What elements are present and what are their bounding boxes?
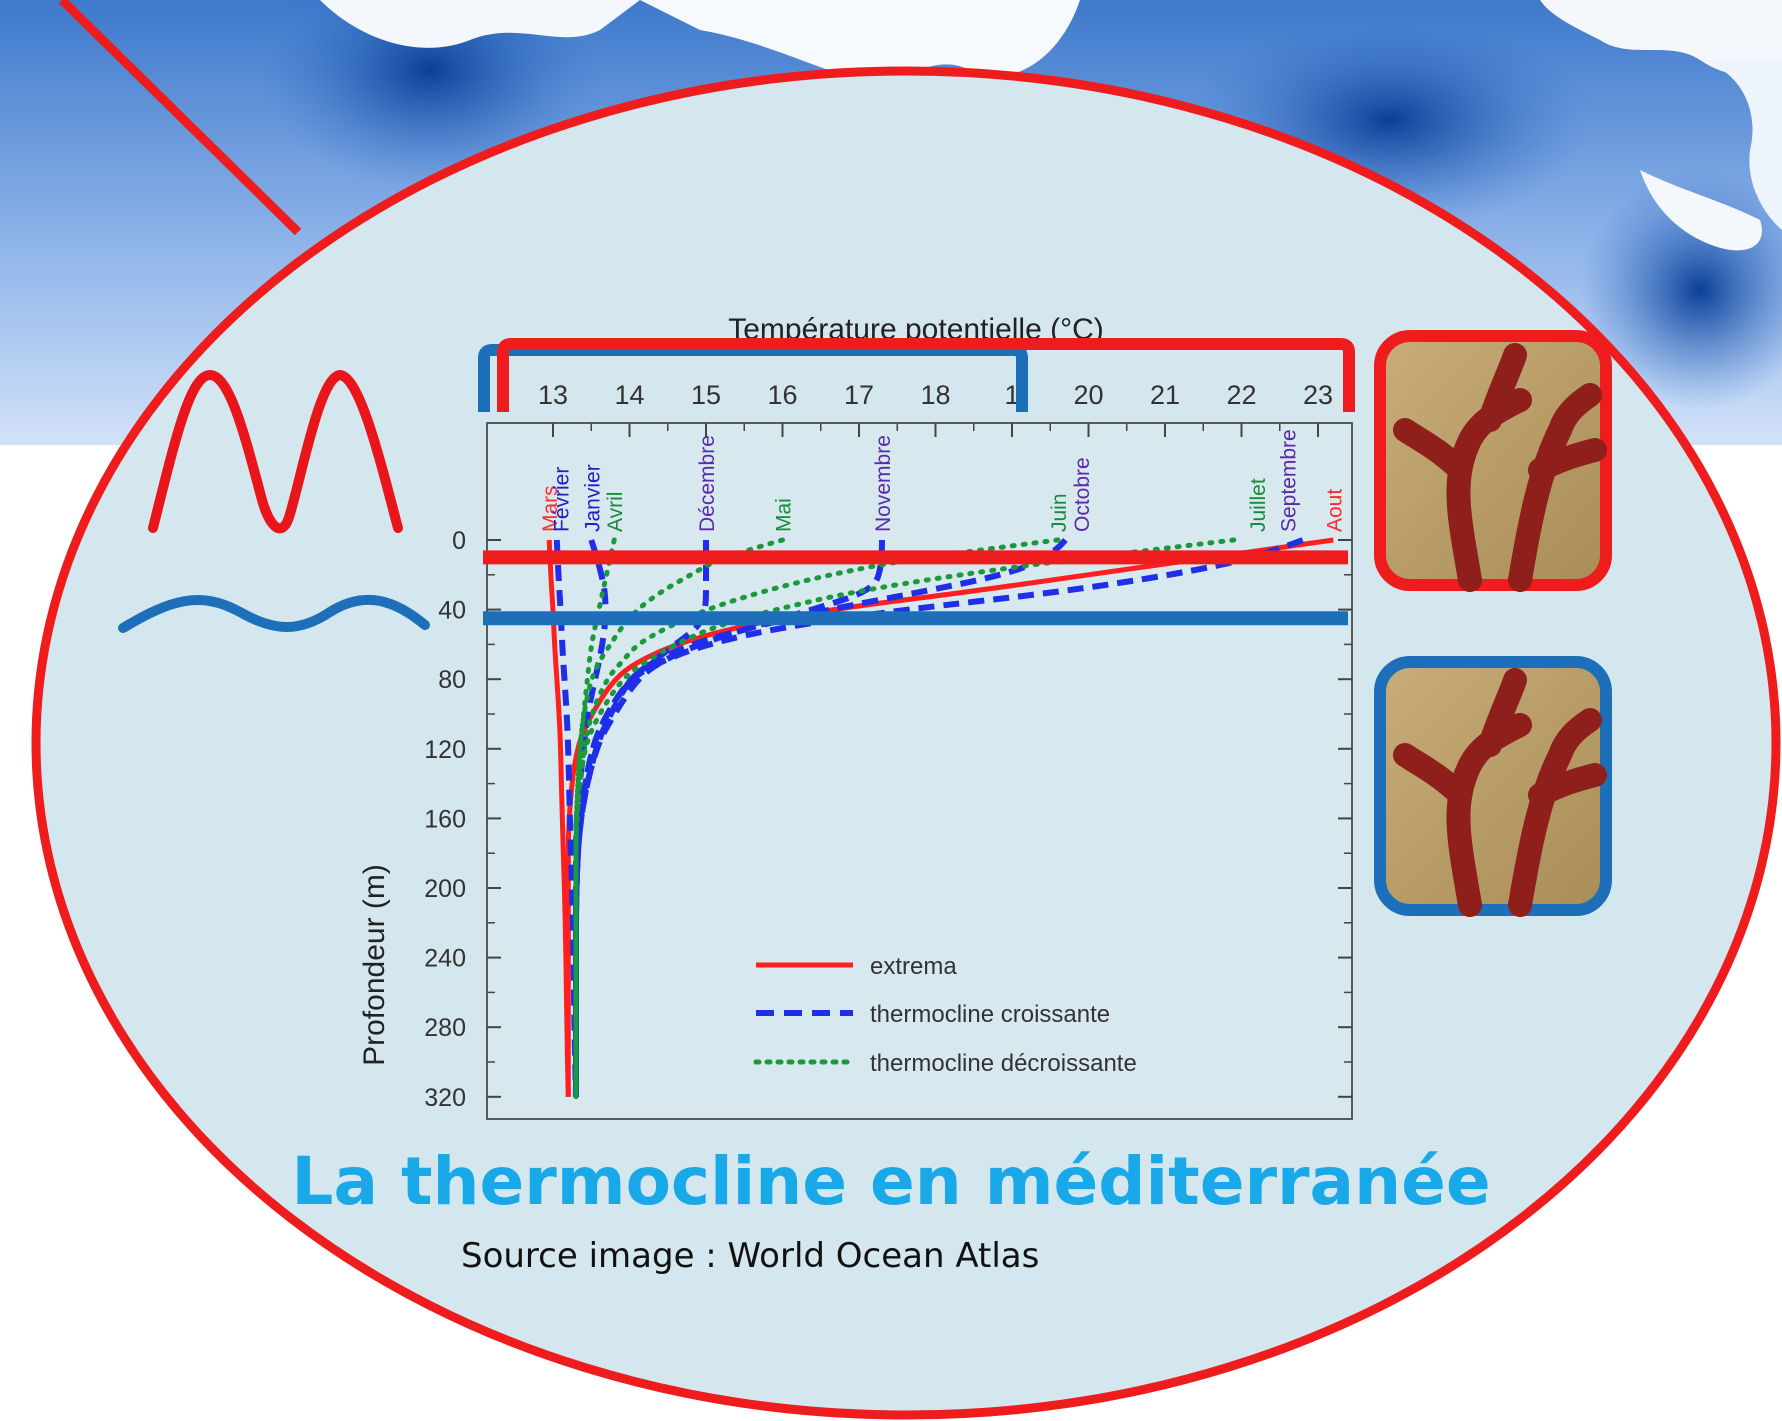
month-label: Mars — [539, 485, 562, 532]
month-label: Aout — [1323, 489, 1346, 532]
y-tick-label: 240 — [424, 945, 466, 973]
x-tick-label: 17 — [844, 380, 874, 410]
month-label: Novembre — [872, 435, 895, 532]
y-tick-label: 200 — [424, 875, 466, 903]
warm-temperature-bracket — [497, 338, 1355, 412]
x-tick-label: 1 — [1004, 380, 1019, 410]
bubble-outline — [31, 66, 1781, 1420]
source-credit: Source image : World Ocean Atlas — [461, 1236, 1040, 1276]
series-line-septembre — [572, 537, 1304, 1097]
legend-item-extrema: extrema — [756, 953, 957, 980]
y-axis: 0 40 80 120 160 200 240 280 320 — [424, 527, 1352, 1112]
series-line-aout — [565, 537, 1334, 1097]
month-label: Juillet — [1247, 478, 1270, 532]
legend-item-croissante: thermocline croissante — [756, 1001, 1110, 1028]
month-label: Mai — [773, 498, 796, 532]
x-tick-label: 18 — [920, 380, 950, 410]
legend-label-decroissante: thermocline décroissante — [870, 1050, 1137, 1077]
month-label: Janvier — [581, 464, 604, 532]
chart-legend: extrema thermocline croissante thermocli… — [753, 953, 1137, 1077]
y-tick-label: 280 — [424, 1014, 466, 1042]
plot-frame — [486, 422, 1353, 1120]
x-tick-label: 13 — [538, 380, 568, 410]
x-tick-label: 20 — [1073, 380, 1103, 410]
y-tick-label: 0 — [452, 527, 466, 555]
legend-item-decroissante: thermocline décroissante — [753, 1050, 1137, 1077]
month-label: Février — [551, 467, 574, 532]
month-label: Juin — [1048, 493, 1071, 532]
x-tick-label: 16 — [767, 380, 797, 410]
warm-wave-icon — [148, 369, 403, 534]
month-label: Septembre — [1277, 429, 1300, 532]
x-tick-label: 23 — [1303, 380, 1333, 410]
y-tick-label: 80 — [438, 666, 466, 694]
coral-cold-photo — [1374, 656, 1612, 917]
y-axis-label: Profondeur (m) — [358, 864, 391, 1066]
x-tick-label: 22 — [1226, 380, 1256, 410]
month-label: Avril — [604, 492, 627, 532]
legend-label-extrema: extrema — [870, 953, 957, 980]
y-tick-label: 120 — [424, 736, 466, 764]
month-label: Octobre — [1071, 457, 1094, 532]
x-axis: 13 14 15 16 17 18 1 20 21 22 23 — [538, 380, 1333, 437]
month-label: Décembre — [696, 435, 719, 532]
legend-label-croissante: thermocline croissante — [870, 1001, 1110, 1028]
y-tick-label: 160 — [424, 805, 466, 833]
series-line-mai — [573, 537, 785, 1100]
x-tick-label: 21 — [1150, 380, 1180, 410]
x-tick-label: 15 — [691, 380, 721, 410]
slide-title: La thermocline en méditerranée — [291, 1143, 1491, 1220]
pointer-line — [58, 0, 302, 236]
y-tick-label: 40 — [438, 597, 466, 625]
y-tick-label: 320 — [424, 1084, 466, 1112]
series-line-avril — [573, 537, 617, 1100]
coral-warm-photo — [1374, 330, 1612, 592]
x-tick-label: 14 — [614, 380, 644, 410]
thermocline-chart: 13 14 15 16 17 18 1 20 21 22 23 040801201602002402… — [358, 313, 1355, 1120]
calm-wave-icon — [118, 594, 430, 633]
